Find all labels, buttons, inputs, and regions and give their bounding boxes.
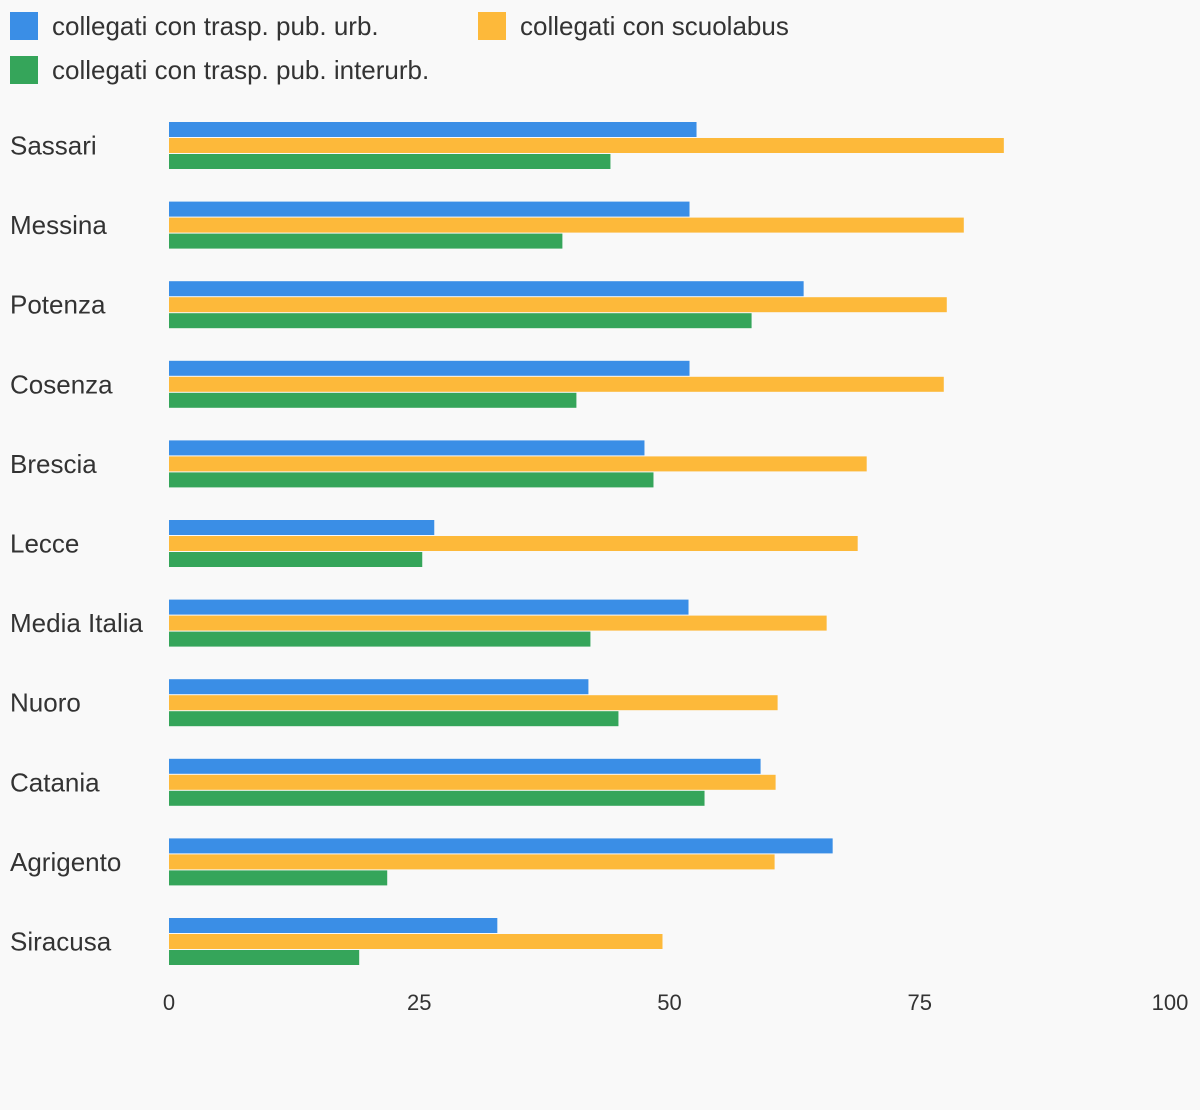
bar-nuoro-urban (169, 679, 589, 695)
bar-brescia-schoolbus (169, 456, 867, 472)
bar-media-italia-interurban (169, 631, 591, 647)
bar-sassari-interurban (169, 154, 611, 169)
category-label-potenza: Potenza (10, 290, 106, 320)
bar-lecce-schoolbus (169, 536, 858, 551)
legend-item-interurban: collegati con trasp. pub. interurb. (10, 52, 429, 88)
bar-brescia-urban (169, 440, 645, 456)
category-label-nuoro: Nuoro (10, 688, 81, 718)
bar-messina-urban (169, 201, 690, 217)
category-label-agrigento: Agrigento (10, 847, 121, 877)
bar-agrigento-urban (169, 838, 833, 854)
x-tick-label-100: 100 (1152, 990, 1189, 1015)
bar-media-italia-urban (169, 599, 689, 615)
bar-cosenza-schoolbus (169, 376, 944, 392)
category-label-lecce: Lecce (10, 529, 79, 559)
bar-cosenza-interurban (169, 392, 577, 408)
bar-potenza-urban (169, 281, 804, 297)
bar-media-italia-schoolbus (169, 615, 827, 631)
category-label-catania: Catania (10, 767, 100, 797)
category-label-messina: Messina (10, 210, 107, 240)
bar-brescia-interurban (169, 472, 654, 488)
legend-swatch-urban (10, 12, 38, 40)
bar-messina-interurban (169, 233, 563, 249)
bar-catania-urban (169, 758, 761, 774)
bar-potenza-schoolbus (169, 297, 947, 313)
x-tick-label-75: 75 (908, 990, 932, 1015)
category-label-siracusa: Siracusa (10, 927, 112, 957)
legend-label-urban: collegati con trasp. pub. urb. (52, 11, 379, 41)
bar-nuoro-schoolbus (169, 695, 778, 711)
legend-item-schoolbus: collegati con scuolabus (478, 8, 789, 44)
legend-label-interurban: collegati con trasp. pub. interurb. (52, 55, 430, 85)
bar-lecce-urban (169, 520, 435, 535)
bar-sassari-urban (169, 122, 697, 137)
category-label-sassari: Sassari (10, 131, 97, 161)
plot-area: Sassari Messina Potenza Cosenza Brescia Lecce… (10, 122, 1188, 1015)
bar-agrigento-schoolbus (169, 854, 775, 870)
category-label-cosenza: Cosenza (10, 369, 113, 399)
x-tick-label-0: 0 (163, 990, 175, 1015)
category-label-brescia: Brescia (10, 449, 97, 479)
bar-messina-schoolbus (169, 217, 964, 233)
bar-siracusa-schoolbus (169, 934, 663, 949)
bar-catania-interurban (169, 790, 705, 806)
bar-cosenza-urban (169, 360, 690, 376)
legend-item-urban: collegati con trasp. pub. urb. (10, 8, 379, 44)
bar-potenza-interurban (169, 313, 752, 329)
legend-swatch-interurban (10, 56, 38, 84)
bar-agrigento-interurban (169, 870, 388, 886)
legend-swatch-schoolbus (478, 12, 506, 40)
x-tick-label-25: 25 (407, 990, 431, 1015)
bar-sassari-schoolbus (169, 138, 1004, 153)
bar-nuoro-interurban (169, 711, 619, 727)
chart-legend: collegati con trasp. pub. urb. collegati… (10, 8, 910, 98)
legend-label-schoolbus: collegati con scuolabus (520, 11, 789, 41)
category-label-media-italia: Media Italia (10, 608, 143, 638)
x-tick-label-50: 50 (657, 990, 681, 1015)
bar-siracusa-interurban (169, 950, 360, 965)
bar-catania-schoolbus (169, 774, 776, 790)
bar-lecce-interurban (169, 552, 423, 567)
bar-siracusa-urban (169, 918, 498, 933)
